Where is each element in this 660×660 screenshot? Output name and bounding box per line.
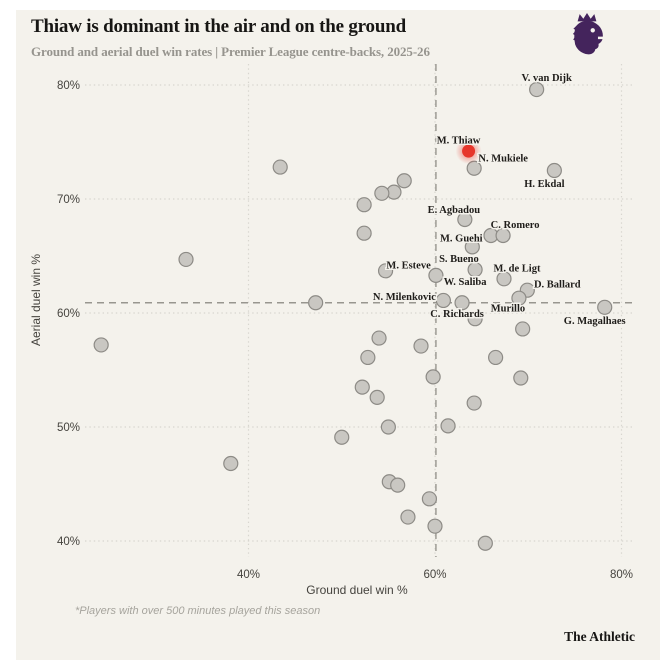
data-point [466,395,482,411]
data-point [495,227,511,244]
data-point [272,159,288,175]
player-label: N. Milenkovic [373,292,436,303]
data-point [356,197,372,213]
player-label: E. Agbadou [428,205,481,216]
y-tick-label: 70% [57,194,80,206]
y-axis-title: Aerial duel win % [29,253,43,347]
data-point [93,337,109,353]
data-point [360,349,376,366]
data-point [396,173,412,189]
player-label: M. Guehi [440,233,483,244]
data-point [308,295,324,311]
player-label: C. Richards [430,309,484,320]
footnote: *Players with over 500 minutes played th… [75,605,321,617]
data-point [421,491,438,507]
data-point [511,290,527,306]
player-labels: M. Thiaw V. van Dijk N. Mukiele H. Ekdal E. … [371,72,627,329]
y-tick-label: 60% [57,308,80,320]
data-point [427,518,443,534]
data-point [178,251,194,268]
player-label: D. Ballard [534,280,581,291]
player-label: M. de Ligt [494,263,541,274]
data-point [223,455,239,472]
player-label: H. Ekdal [524,179,564,190]
data-point [515,321,531,337]
player-label: S. Bueno [439,254,479,265]
x-tick-label: 80% [610,569,633,581]
data-point [488,349,504,366]
data-point [546,162,562,179]
player-label: C. Romero [491,220,540,231]
gridlines [85,64,634,557]
data-point [496,271,512,287]
brand-logo: The Athletic [564,629,635,644]
premier-league-lion-icon [572,13,604,55]
player-label: M. Esteve [386,260,431,271]
data-point [380,419,396,435]
tick-labels: 40% 50% 60% 70% 80% 40% 60% 80% [57,80,633,581]
data-point [477,535,493,551]
data-point [467,262,483,278]
data-point [513,370,529,386]
player-label: N. Mukiele [478,154,528,165]
data-point [390,477,406,493]
data-point [440,418,456,434]
data-point [597,299,613,315]
data-point [413,338,429,354]
data-point [377,263,394,279]
chart-card [16,10,660,660]
highlight-point [462,144,476,158]
data-point [457,211,473,228]
x-axis-title: Ground duel win % [306,583,408,597]
x-tick-label: 40% [237,569,260,581]
data-point [369,389,385,405]
page-title: Thiaw is dominant in the air and on the … [31,16,406,37]
data-point [428,267,444,283]
y-tick-label: 40% [57,536,80,548]
y-tick-label: 80% [57,80,80,92]
player-label: W. Saliba [444,277,488,288]
data-point [425,369,441,385]
data-point [464,239,480,255]
player-label: Murillo [491,304,525,315]
player-label: G. Magalhaes [564,316,626,327]
data-point [467,311,483,327]
data-point [354,379,370,395]
page-subtitle: Ground and aerial duel win rates | Premi… [31,44,430,59]
player-label: V. van Dijk [522,73,572,84]
data-point [435,292,451,309]
data-point [529,81,545,98]
data-point [371,330,387,346]
average-lines [85,64,634,557]
data-points [93,81,613,551]
data-point [334,429,350,445]
data-point [374,185,390,201]
data-point [356,225,372,241]
x-tick-label: 60% [423,569,446,581]
player-label: M. Thiaw [437,136,481,147]
data-point [400,509,416,525]
data-point [454,295,470,311]
y-tick-label: 50% [57,422,80,434]
